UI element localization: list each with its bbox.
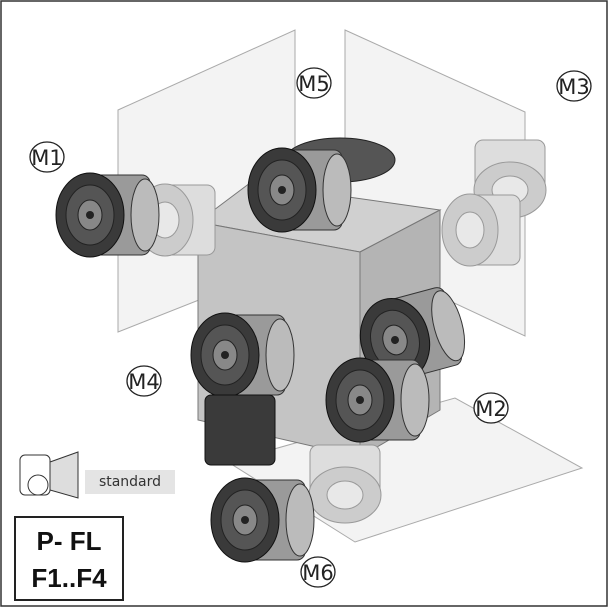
label-oval [126, 365, 162, 397]
motor-m4 [190, 312, 295, 398]
code-line: P- FL [37, 526, 102, 556]
label-m3: M3 [558, 75, 589, 99]
label-m1: M1 [31, 146, 62, 170]
label-m4: M4 [128, 370, 159, 394]
motor-m4-body [204, 394, 276, 466]
label-m2: M2 [475, 397, 506, 421]
code-line: F1..F4 [31, 563, 107, 593]
code-box [14, 516, 124, 601]
ghost-m3b [441, 193, 521, 267]
label-oval [473, 392, 509, 424]
label-oval [300, 556, 336, 588]
legend-box [85, 470, 175, 494]
label-oval [29, 141, 65, 173]
motor-m2 [325, 357, 430, 443]
motor-m1 [55, 172, 160, 258]
motor-m6 [210, 477, 315, 563]
label-m5: M5 [298, 72, 329, 96]
motor-m5 [247, 147, 352, 233]
legend-caption: standard [99, 474, 161, 490]
label-m6: M6 [302, 561, 333, 585]
label-oval [296, 67, 332, 99]
legend-icon [19, 451, 79, 499]
label-oval [556, 70, 592, 102]
ghost-m6 [308, 444, 382, 524]
